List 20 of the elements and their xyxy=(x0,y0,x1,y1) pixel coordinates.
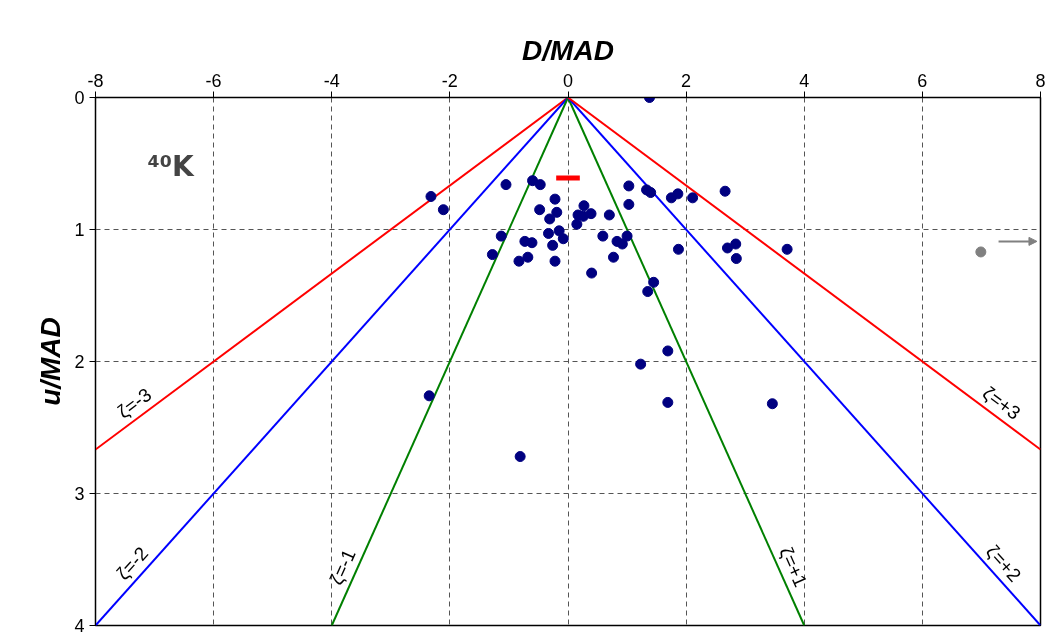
text: ζ=-3 xyxy=(113,383,156,423)
y-tick-label: 0 xyxy=(74,88,85,108)
y-tick-label: 1 xyxy=(74,220,85,240)
x-tick-label: -4 xyxy=(323,70,340,91)
annotation: ⁴⁰K xyxy=(147,149,195,183)
y-tick-label: 3 xyxy=(74,484,85,504)
x-axis-title: D/MAD xyxy=(522,34,614,66)
x-tick-label: 6 xyxy=(917,70,928,91)
x-tick-label: -2 xyxy=(441,70,458,91)
x-tick-label: 2 xyxy=(681,70,692,91)
x-tick-label: 0 xyxy=(562,70,574,91)
text: ζ=-1 xyxy=(325,546,360,588)
y-tick-label: 2 xyxy=(74,352,85,372)
y-axis-title: u/MAD xyxy=(35,317,67,406)
x-tick-label: -6 xyxy=(205,70,222,91)
x-tick-label: -8 xyxy=(87,70,104,91)
x-tick-label: 4 xyxy=(799,70,810,91)
text: ζ=+1 xyxy=(775,543,812,591)
y-tick-label: 4 xyxy=(74,616,85,636)
x-tick-label: 8 xyxy=(1035,70,1046,91)
